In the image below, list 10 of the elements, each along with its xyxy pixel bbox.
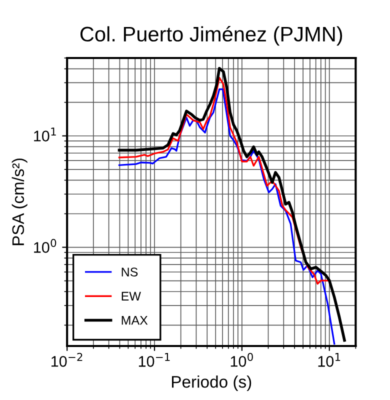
- y-axis-title: PSA (cm/s²): [12, 158, 28, 246]
- x-tick-label: 10$^{1}$: [318, 353, 340, 367]
- legend-label: EW: [122, 292, 141, 301]
- chart-title: Col. Puerto Jiménez (PJMN): [80, 26, 342, 46]
- legend-label: MAX: [122, 316, 148, 325]
- x-tick-label: 10$^{−2}$: [52, 352, 82, 367]
- x-axis-title: Periodo (s): [172, 376, 252, 392]
- x-tick-label: 10$^{−1}$: [138, 353, 170, 367]
- legend-label: NS: [122, 268, 138, 276]
- x-tick-label: 10$^{0}$: [230, 352, 253, 367]
